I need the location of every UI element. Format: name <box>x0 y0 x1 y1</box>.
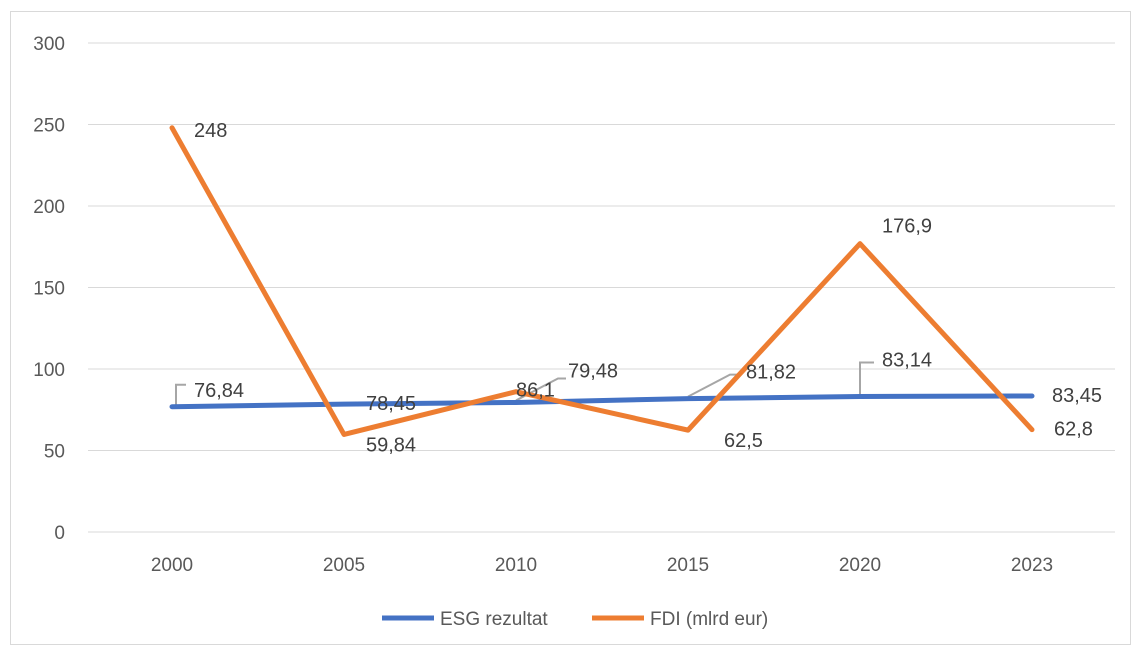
series-line-esg <box>169 393 1035 410</box>
series-lines <box>169 125 1035 437</box>
data-label-esg: 79,48 <box>568 360 618 382</box>
y-tick-label: 100 <box>33 360 65 381</box>
y-tick-label: 50 <box>44 442 65 463</box>
leader-line <box>859 361 874 397</box>
y-axis: 0 50 100 150 200 250 300 <box>33 34 65 544</box>
data-label-esg: 78,45 <box>366 393 416 415</box>
legend-label-fdi: FDI (mlrd eur) <box>650 609 768 630</box>
data-label-fdi: 86,1 <box>516 380 555 402</box>
y-tick-label: 0 <box>54 523 65 544</box>
legend: ESG rezultat FDI (mlrd eur) <box>382 609 768 630</box>
data-label-esg: 81,82 <box>746 362 796 384</box>
data-label-esg: 76,84 <box>194 380 244 402</box>
leader-line <box>687 373 738 398</box>
legend-label-esg: ESG rezultat <box>440 609 548 630</box>
data-label-fdi: 62,8 <box>1054 419 1093 441</box>
leader-line <box>172 383 186 408</box>
x-tick-label: 2023 <box>1011 555 1053 576</box>
y-tick-label: 300 <box>33 34 65 55</box>
data-label-fdi: 59,84 <box>366 434 416 456</box>
x-tick-label: 2005 <box>323 555 365 576</box>
series-line-fdi <box>169 125 1035 437</box>
data-labels: 76,84 78,45 79,48 81,82 83,14 83,45 248 59,84 86… <box>194 120 1102 457</box>
data-label-fdi: 176,9 <box>882 216 932 238</box>
data-label-fdi: 248 <box>194 120 227 142</box>
y-tick-label: 250 <box>33 116 65 137</box>
x-axis: 2000 2005 2010 2015 2020 2023 <box>151 555 1053 576</box>
gridlines <box>88 42 1115 533</box>
data-label-esg: 83,45 <box>1052 385 1102 407</box>
chart-frame <box>10 11 1131 645</box>
data-label-esg: 83,14 <box>882 349 932 371</box>
x-tick-label: 2020 <box>839 555 881 576</box>
y-tick-label: 150 <box>33 279 65 300</box>
data-label-fdi: 62,5 <box>724 430 763 452</box>
x-tick-label: 2000 <box>151 555 193 576</box>
x-tick-label: 2010 <box>495 555 537 576</box>
y-tick-label: 200 <box>33 197 65 218</box>
x-tick-label: 2015 <box>667 555 709 576</box>
